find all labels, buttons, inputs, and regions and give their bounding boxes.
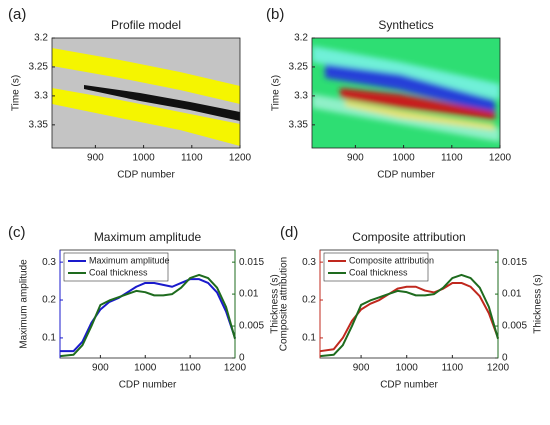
y2-tick-label: 0.005	[239, 321, 264, 332]
series-line	[59, 273, 236, 358]
y-axis-label: Maximum amplitude	[19, 259, 30, 349]
y2-tick-label: 0	[239, 353, 245, 364]
x-tick-label: 1100	[441, 153, 463, 164]
plot-frame	[51, 37, 241, 149]
y-axis-label: Time (s)	[11, 75, 22, 111]
panel-label: (a)	[8, 6, 26, 23]
plot-frame	[311, 37, 501, 149]
y2-tick-label: 0.01	[239, 289, 259, 300]
y-tick-label: 3.2	[294, 33, 308, 44]
y2-tick-label: 0.005	[502, 321, 527, 332]
chart-title: Synthetics	[378, 18, 433, 32]
x-tick-label: 1200	[224, 363, 247, 374]
y-tick-label: 3.35	[29, 119, 49, 130]
x-tick-label: 900	[92, 363, 109, 374]
y-axis-label: Time (s)	[271, 75, 282, 111]
panel-label: (b)	[266, 6, 284, 23]
profile-image	[52, 38, 240, 148]
x-tick-label: 1000	[134, 363, 157, 374]
series-line	[319, 281, 499, 353]
x-tick-label: 1100	[442, 363, 464, 374]
x-tick-label: 900	[87, 153, 104, 164]
x-tick-label: 1100	[181, 153, 203, 164]
y-tick-label: 3.25	[29, 62, 49, 73]
y2-tick-label: 0.01	[502, 289, 522, 300]
series-line	[60, 278, 236, 353]
synthetics-image	[312, 38, 500, 148]
legend-label: Maximum amplitude	[89, 255, 170, 265]
y-tick-label: 0.1	[42, 333, 56, 344]
x-axis-label: CDP number	[117, 170, 175, 181]
y-tick-label: 0.3	[302, 257, 316, 268]
chart-title: Profile model	[111, 18, 181, 32]
y2-tick-label: 0.015	[239, 257, 264, 268]
x-tick-label: 900	[347, 153, 364, 164]
y-axis-label: Composite attribution	[279, 257, 290, 352]
legend-box	[323, 252, 429, 282]
y2-axis-label: Thickness (s)	[533, 274, 544, 333]
panel-label: (c)	[8, 224, 26, 241]
x-tick-label: 1000	[396, 363, 419, 374]
y-tick-label: 3.3	[294, 91, 308, 102]
y2-axis-label: Thickness (s)	[270, 274, 281, 333]
y-tick-label: 3.25	[289, 62, 309, 73]
legend-label: Composite attribution	[349, 255, 434, 265]
legend-label: Coal thickness	[349, 267, 408, 277]
y2-tick-label: 0	[502, 353, 508, 364]
y-tick-label: 0.1	[302, 333, 316, 344]
x-tick-label: 1000	[392, 153, 415, 164]
x-tick-label: 1200	[229, 153, 252, 164]
x-tick-label: 1200	[487, 363, 510, 374]
panel-label: (d)	[280, 224, 298, 241]
legend-box	[63, 252, 169, 282]
x-axis-label: CDP number	[380, 380, 438, 391]
x-tick-label: 1000	[132, 153, 155, 164]
y-tick-label: 3.35	[289, 119, 309, 130]
x-tick-label: 1200	[489, 153, 512, 164]
x-axis-label: CDP number	[377, 170, 435, 181]
series-line	[319, 273, 499, 358]
y-tick-label: 0.2	[302, 295, 316, 306]
chart-title: Maximum amplitude	[94, 230, 202, 244]
legend-label: Coal thickness	[89, 267, 148, 277]
y-tick-label: 0.2	[42, 295, 56, 306]
chart-title: Composite attribution	[352, 230, 465, 244]
x-tick-label: 1100	[179, 363, 201, 374]
y-tick-label: 3.2	[34, 33, 48, 44]
x-tick-label: 900	[353, 363, 370, 374]
y-tick-label: 3.3	[34, 91, 48, 102]
y-tick-label: 0.3	[42, 257, 56, 268]
x-axis-label: CDP number	[119, 380, 177, 391]
y2-tick-label: 0.015	[502, 257, 527, 268]
